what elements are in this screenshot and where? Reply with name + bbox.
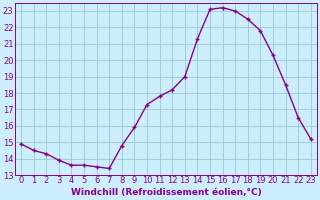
X-axis label: Windchill (Refroidissement éolien,°C): Windchill (Refroidissement éolien,°C) xyxy=(70,188,261,197)
